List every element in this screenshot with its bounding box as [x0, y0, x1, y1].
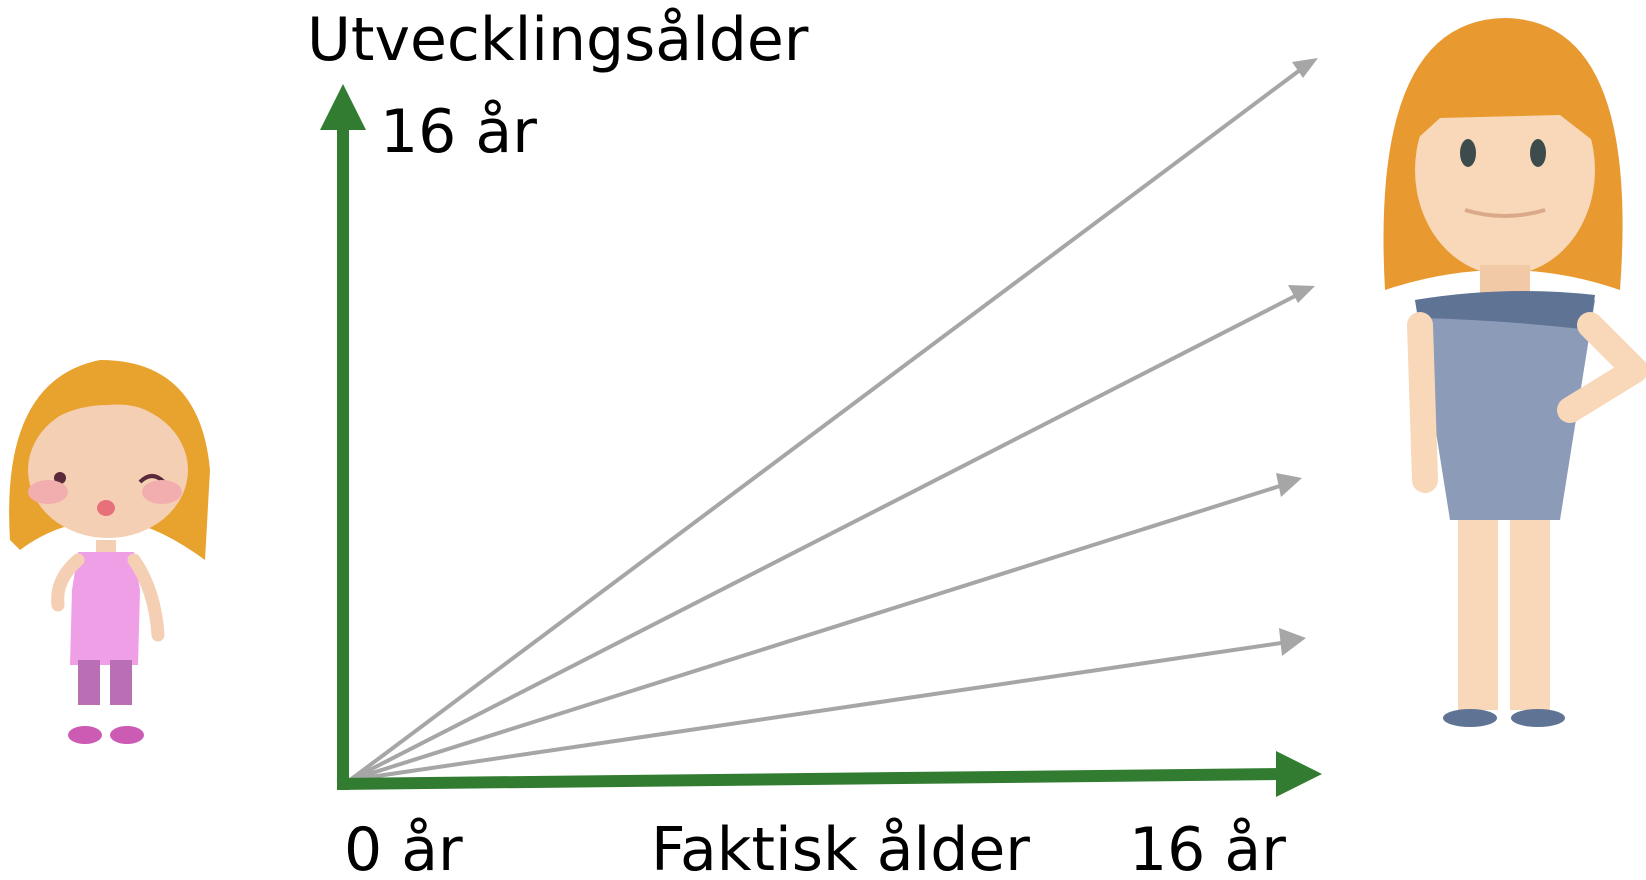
arrow-head [1288, 285, 1315, 303]
y-max-label: 16 år [380, 97, 537, 167]
arrow [350, 642, 1288, 780]
y-axis-head [320, 84, 366, 130]
arrow-heads [1276, 58, 1318, 656]
diagram: Utvecklingsålder 16 år 0 år Faktisk ålde… [0, 0, 1646, 880]
x-axis [337, 774, 1285, 784]
arrow [350, 295, 1297, 780]
origin-label: 0 år [344, 815, 463, 880]
y-axis-label: Utvecklingsålder [307, 5, 809, 75]
arrow-head [1279, 628, 1306, 656]
arrow [350, 70, 1300, 780]
arrow [350, 485, 1283, 780]
child-illustration [9, 360, 210, 744]
x-axis-head [1276, 751, 1322, 797]
growth-arrows [350, 70, 1300, 780]
x-axis-label: Faktisk ålder [651, 815, 1030, 880]
adult-illustration [1384, 18, 1636, 727]
x-max-label: 16 år [1129, 815, 1286, 880]
arrow-head [1276, 473, 1302, 497]
